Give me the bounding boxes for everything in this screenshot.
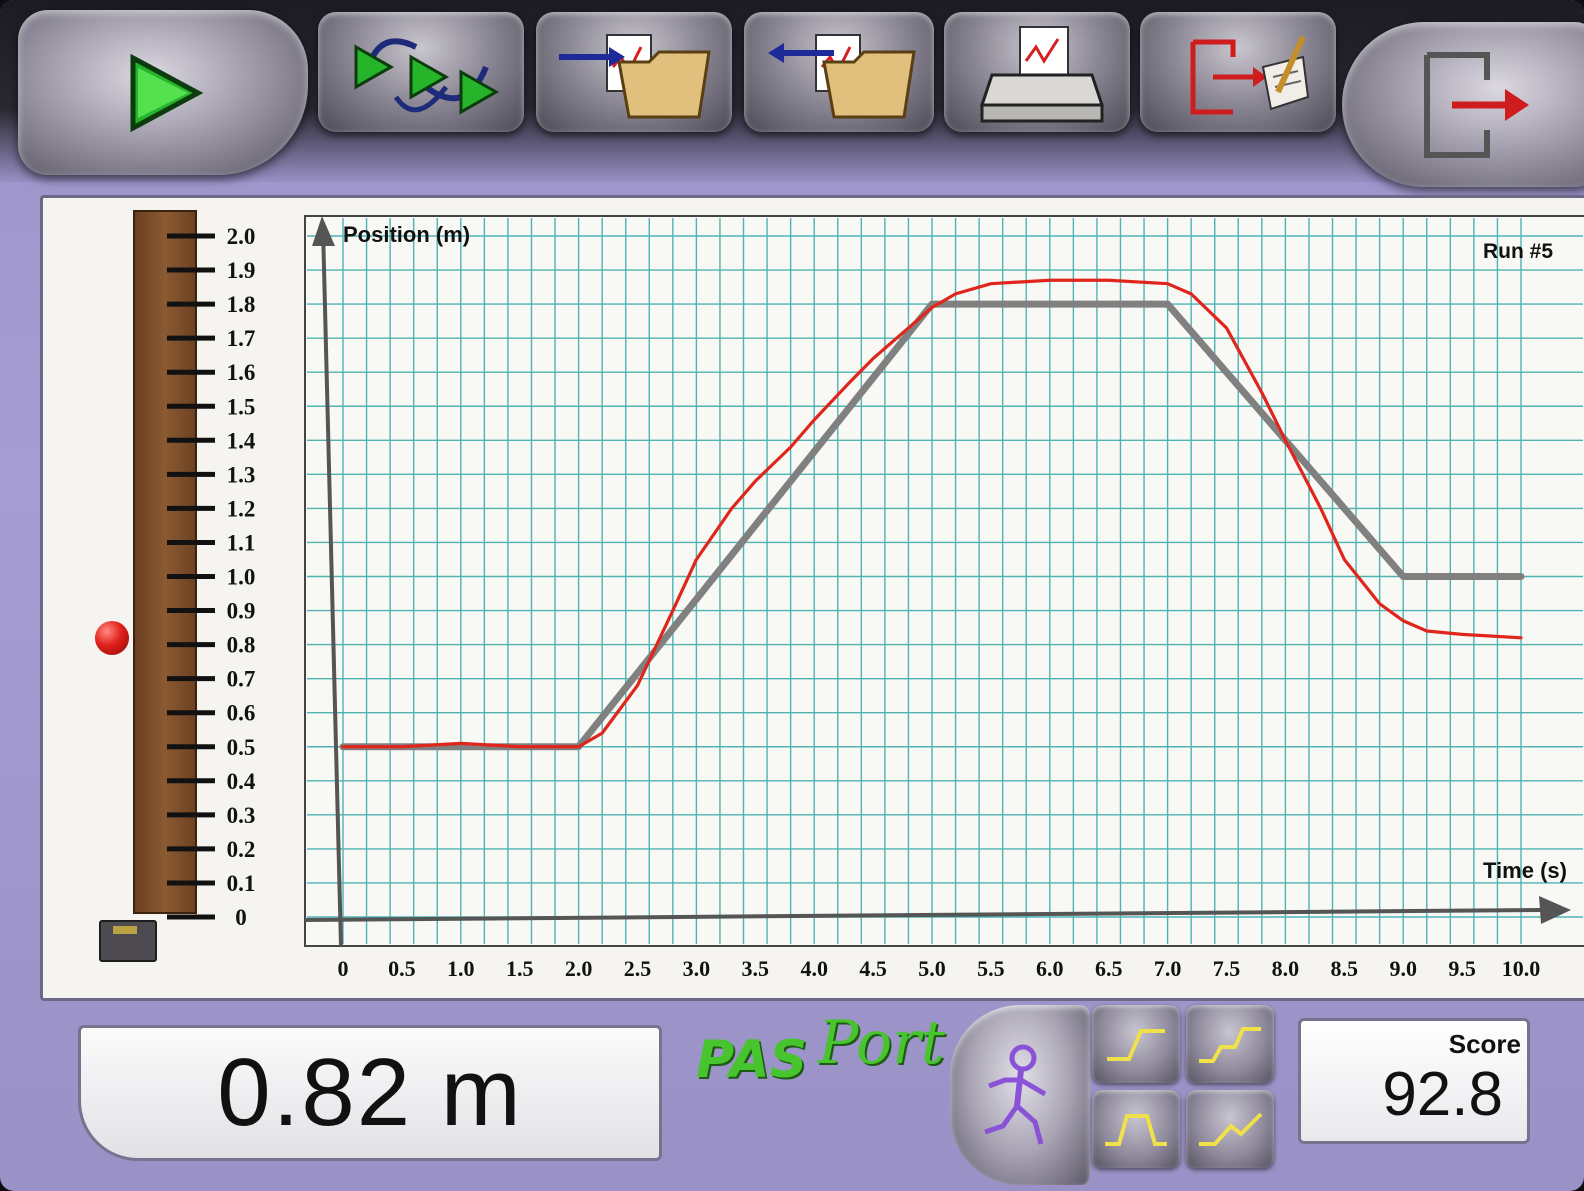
x-tick-label: 6.5 [1095,956,1123,981]
import-folder-icon [559,34,711,119]
exit-button[interactable] [1342,22,1584,187]
ruler-tick-label: 2.0 [227,224,256,249]
mode-double-step-button[interactable] [1186,1005,1274,1083]
data-lines [339,278,1525,751]
ruler-tick-label: 1.1 [227,530,256,555]
ruler-tick-label: 1.8 [227,292,256,317]
x-tick-label: 9.5 [1448,956,1476,981]
ruler-tick-label: 0.7 [227,667,256,692]
notes-button[interactable] [1140,12,1336,132]
x-tick-label: 0.5 [388,956,416,981]
ruler-tick-label: 1.9 [227,258,256,283]
score-box: Score 92.8 [1298,1018,1530,1144]
ruler-tick-label: 0.3 [227,803,256,828]
x-tick-label: 5.0 [918,956,946,981]
y-axis-label: Position (m) [343,222,470,247]
ruler-tick-label: 0.1 [227,871,256,896]
ruler-tick-label: 1.6 [227,360,256,385]
ruler-tick-label: 1.3 [227,462,256,487]
ruler-tick-label: 1.7 [227,326,256,351]
x-tick-label: 6.0 [1036,956,1064,981]
x-tick-label: 2.5 [624,956,652,981]
export-folder-icon [768,34,916,119]
x-tick-label: 7.0 [1154,956,1182,981]
memory-card-icon[interactable] [99,920,157,962]
ruler-tick-label: 1.5 [227,394,256,419]
passport-logo: PAS Port [690,1008,980,1098]
double-step-icon [1199,1027,1261,1063]
x-tick-label: 5.5 [977,956,1005,981]
start-button[interactable] [18,10,308,175]
printer-icon [979,26,1105,123]
logo-port: Port [818,1008,945,1078]
import-button[interactable] [536,12,732,132]
position-readout: 0.82 m [78,1025,662,1161]
ruler-tick-label: 0.8 [227,633,256,658]
y-axis-arrow [312,216,335,246]
ruler-tick-label: 1.2 [227,496,256,521]
print-button[interactable] [944,12,1130,132]
mode-step-up-button[interactable] [1092,1005,1180,1083]
y-axis-line [321,227,343,947]
exit-icon [1424,51,1529,158]
mode-plateau-button[interactable] [1092,1090,1180,1168]
x-tick-label: 3.5 [742,956,770,981]
ruler-tick-label: 0.9 [227,599,256,624]
motion-walker-button[interactable] [950,1005,1090,1185]
ruler-ticks: 2.0 1.9 1.8 1.7 1.6 1.5 1.4 1.3 1.2 1.1 1.0 0.9 0.8 0… [167,224,256,930]
ramp-icon [1199,1112,1263,1146]
plot-area [304,215,1584,947]
graph-panel: 2.0 1.9 1.8 1.7 1.6 1.5 1.4 1.3 1.2 1.1 1.0 0.9 0.8 0… [40,195,1584,1001]
x-tick-label: 2.0 [565,956,593,981]
score-label: Score [1448,1029,1521,1059]
x-tick-label: 4.5 [859,956,887,981]
x-axis-line [304,908,1544,922]
x-tick-label: 8.0 [1272,956,1300,981]
x-tick-label: 0 [338,956,349,981]
axes [304,216,1571,947]
run-label: Run #5 [1483,240,1553,263]
ruler-tick-label: 0 [235,905,247,930]
step-up-icon [1107,1029,1165,1061]
x-tick-labels: 0 0.5 1.0 1.5 2.0 2.5 3.0 3.5 4.0 4.5 5.0 5.5 6.0 6.5… [338,956,1541,981]
ruler-bar [133,210,197,914]
x-tick-label: 9.0 [1389,956,1417,981]
logo-pas: PAS [696,1030,808,1090]
x-tick-label: 4.0 [800,956,828,981]
ruler-tick-label: 0.5 [227,735,256,760]
x-axis-arrow [1539,896,1571,924]
x-tick-label: 1.5 [506,956,534,981]
ruler-tick-label: 0.4 [227,769,256,794]
plateau-icon [1105,1114,1167,1146]
ruler-tick-label: 1.4 [227,428,256,453]
repeat-icon [354,38,500,115]
notes-icon [1190,35,1310,115]
position-time-graph: 2.0 1.9 1.8 1.7 1.6 1.5 1.4 1.3 1.2 1.1 1.0 0.9 0.8 0… [167,215,1584,981]
x-axis-label: Time (s) [1483,858,1567,883]
x-tick-label: 7.5 [1213,956,1241,981]
x-tick-label: 3.0 [683,956,711,981]
x-tick-label: 8.5 [1331,956,1359,981]
x-tick-label: 10.0 [1502,956,1541,981]
repeat-button[interactable] [318,12,524,132]
toolbar [0,0,1584,187]
play-icon [130,53,204,132]
ruler-tick-label: 1.0 [227,565,256,590]
ruler-tick-label: 0.2 [227,837,256,862]
ruler-tick-label: 0.6 [227,701,256,726]
position-readout-value: 0.82 m [217,1039,523,1146]
score-value: 92.8 [1382,1060,1503,1129]
mode-ramp-button[interactable] [1186,1090,1274,1168]
grid [307,218,1583,944]
export-button[interactable] [744,12,934,132]
measured-line [341,278,1523,749]
x-tick-label: 1.0 [447,956,475,981]
position-ball-indicator [95,620,129,655]
walker-icon [984,1044,1047,1145]
